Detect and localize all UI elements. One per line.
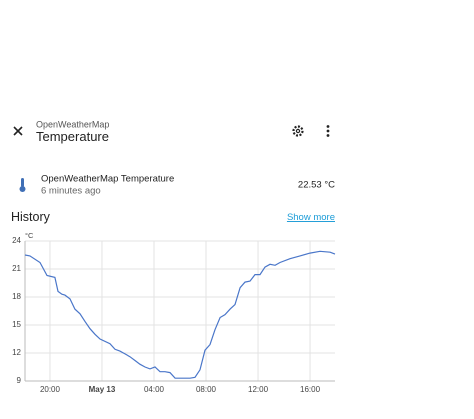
y-tick-label: 18 [12,292,21,301]
history-title: History [11,210,51,224]
y-tick-label: 9 [17,376,22,385]
menu-dot [326,125,330,128]
x-tick-label: 12:00 [248,385,269,394]
y-tick-label: 15 [12,320,21,329]
entity-state: 22.53 °C [298,180,335,191]
last-changed: 6 minutes ago [41,186,101,197]
show-more-link[interactable]: Show more [287,212,335,223]
x-tick-label: 16:00 [300,385,321,394]
y-axis-unit: °C [25,231,34,240]
menu-dot [326,129,330,133]
y-tick-label: 24 [12,236,21,245]
close-button[interactable] [13,126,23,136]
menu-dot [326,134,330,137]
x-tick-label: 04:00 [144,385,165,394]
y-tick-label: 21 [12,264,21,273]
menu-button[interactable] [326,125,330,137]
temperature-line [24,250,336,379]
settings-button[interactable] [292,125,304,137]
dialog-title: Temperature [36,129,109,144]
x-tick-label: 08:00 [196,385,217,394]
dialog-subtitle: OpenWeatherMap [36,119,109,129]
thermometer-icon [19,178,26,192]
gear-icon [292,125,304,137]
x-tick-label: May 13 [89,385,116,394]
y-tick-label: 12 [12,348,21,357]
x-tick-label: 20:00 [40,385,61,394]
close-icon [13,126,23,136]
thermometer-stem [21,178,24,187]
gear-icon [295,128,301,134]
entity-name: OpenWeatherMap Temperature [41,174,174,185]
thermometer-bulb [19,186,26,192]
